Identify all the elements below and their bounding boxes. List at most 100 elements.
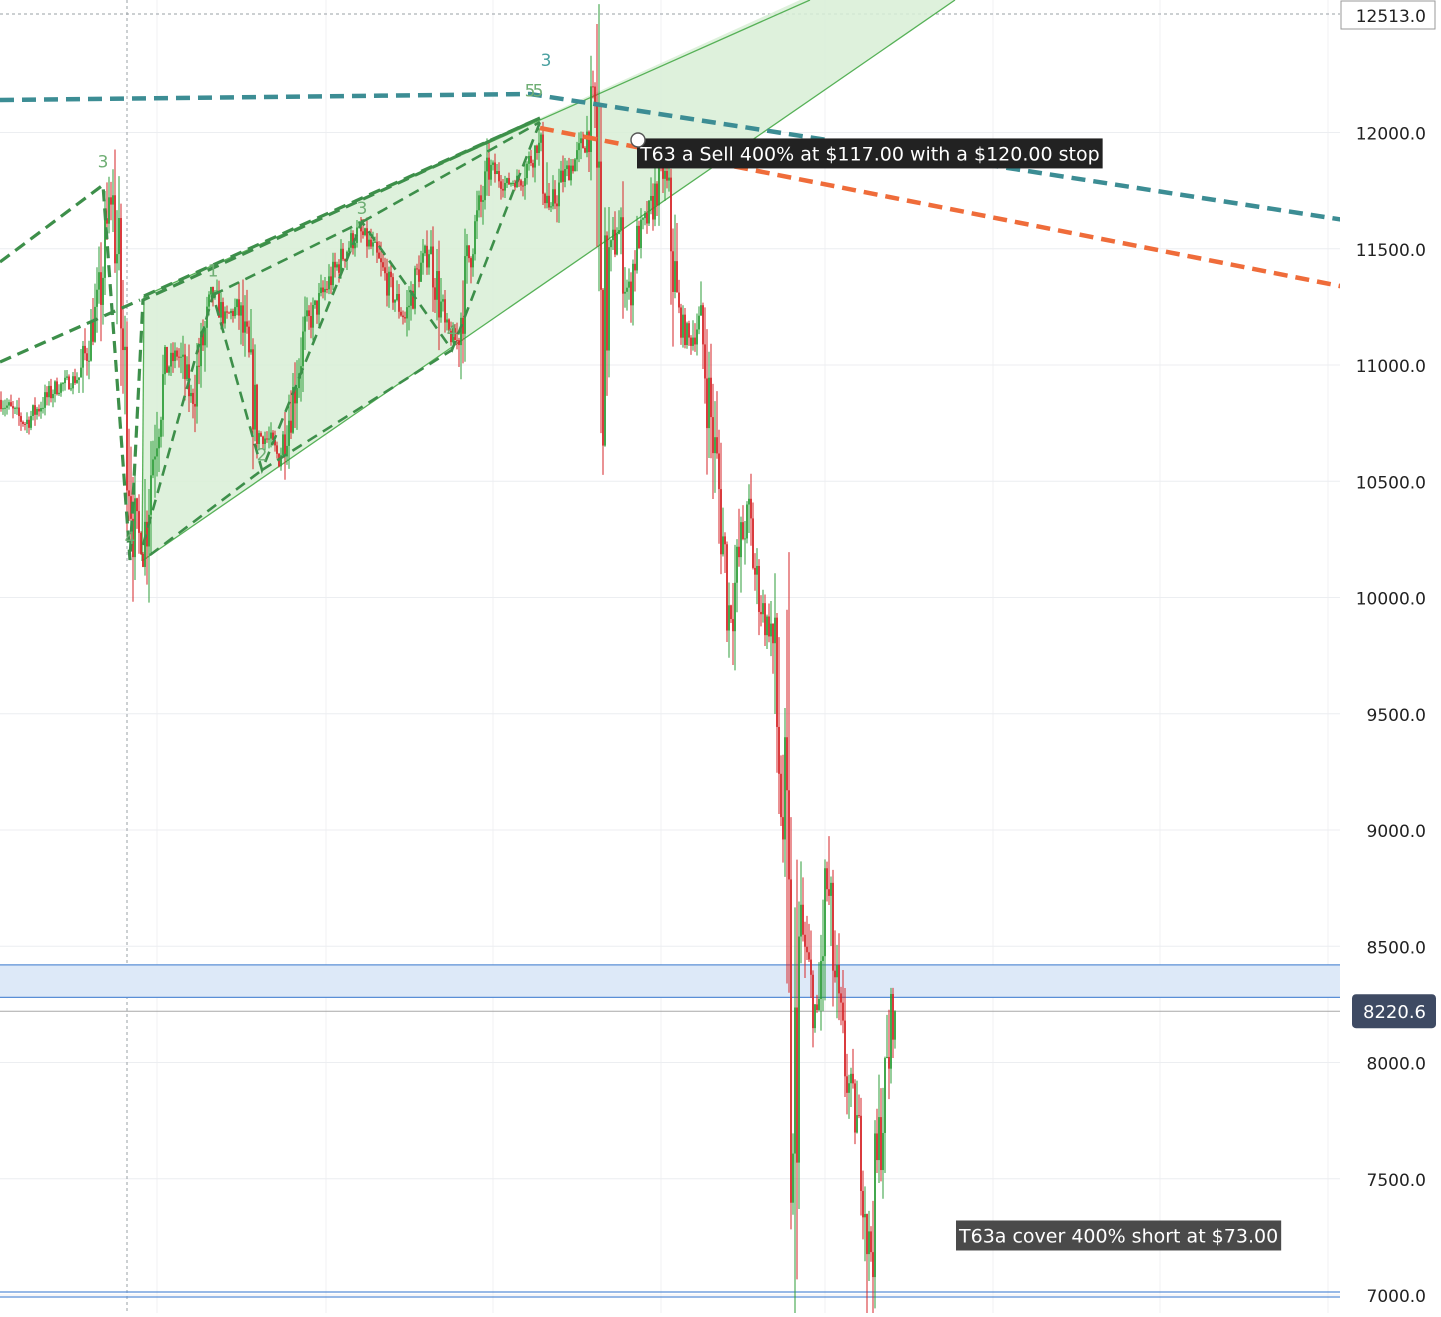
candle-body-bull — [336, 264, 338, 268]
candle-body-bull — [648, 200, 650, 224]
candle-body-bull — [446, 319, 448, 323]
candle-body-bull — [410, 290, 412, 306]
candle-body-bull — [698, 315, 700, 330]
candle-body-bear — [670, 177, 672, 252]
price-axis-bg[interactable] — [1340, 0, 1441, 1313]
annotation-anchor-handle[interactable] — [630, 132, 646, 148]
candle-body-bull — [414, 268, 416, 309]
candle-body-bull — [474, 221, 476, 255]
price-zone — [0, 964, 1441, 998]
candle-body-bear — [384, 267, 386, 274]
candle-body-bear — [680, 307, 682, 338]
top-price-text: 12513.0 — [1356, 7, 1426, 27]
candle-body-bear — [816, 1004, 818, 1010]
candle-body-bull — [644, 213, 646, 219]
candle-body-bear — [92, 321, 94, 342]
wave-label: 5 — [533, 81, 544, 101]
candle-body-bull — [8, 402, 10, 406]
candle-body-bull — [482, 200, 484, 202]
candle-body-bear — [706, 378, 708, 429]
candle-body-bear — [274, 440, 276, 446]
candle-body-bear — [788, 790, 790, 880]
candle-body-bull — [628, 281, 630, 288]
candle-body-bear — [110, 197, 112, 205]
candle-body-bear — [806, 946, 808, 953]
candle-body-bull — [208, 294, 210, 307]
candle-body-bull — [848, 1083, 850, 1093]
candle-body-bear — [614, 229, 616, 255]
candle-body-bear — [130, 496, 132, 519]
candle-body-bull — [88, 360, 90, 362]
candle-body-bull — [598, 161, 600, 168]
candle-body-bull — [270, 432, 272, 439]
candle-body-bull — [756, 565, 758, 575]
candle-body-bull — [350, 233, 352, 248]
candle-body-bear — [470, 258, 472, 268]
candle-body-bear — [536, 145, 538, 153]
candle-body-bull — [570, 165, 572, 181]
candle-body-bear — [854, 1083, 856, 1133]
candle-body-bear — [74, 376, 76, 383]
candle-body-bear — [572, 165, 574, 172]
candle-body-bear — [140, 532, 142, 554]
candle-body-bull — [658, 159, 660, 206]
candle-body-bull — [180, 356, 182, 358]
candle-body-bear — [702, 305, 704, 345]
current-price-badge-bg — [1352, 994, 1436, 1029]
candle-body-bear — [508, 178, 510, 185]
candle-body-bear — [338, 264, 340, 273]
candle-body-bull — [98, 272, 100, 290]
wave-channel-lower — [261, 348, 453, 472]
candle-body-bull — [830, 882, 832, 896]
candle-body-bear — [646, 213, 648, 224]
candle-body-bull — [40, 408, 42, 412]
candle-body-bull — [2, 408, 4, 410]
candle-body-bear — [266, 438, 268, 440]
price-axis[interactable]: 7000.0 7500.0 8000.0 8500.0 9000.0 9500.0 1000… — [1340, 0, 1441, 1313]
candle-body-bear — [362, 231, 364, 235]
candle-body-bear — [870, 1231, 872, 1253]
candle-body-bear — [522, 185, 524, 187]
candle-body-bull — [52, 393, 54, 399]
candle-body-bull — [62, 383, 64, 385]
candle-body-bear — [634, 263, 636, 271]
trade-note-cover-text: T63a cover 400% short at $73.00 — [958, 1225, 1278, 1247]
candle-body-bear — [284, 434, 286, 457]
candle-body-bear — [20, 416, 22, 422]
wave-trendline-lower — [0, 298, 141, 364]
candle-body-bear — [256, 384, 258, 444]
candle-body-bull — [886, 1056, 888, 1059]
candle-body-bear — [84, 345, 86, 354]
candle-body-bear — [588, 131, 590, 153]
candle-body-bull — [124, 346, 126, 351]
candle-body-bull — [420, 262, 422, 282]
candle-body-bear — [838, 965, 840, 994]
candle-body-bull — [874, 1133, 876, 1278]
candle-body-bull — [406, 307, 408, 319]
candle-body-bull — [714, 437, 716, 454]
candle-body-bear — [444, 299, 446, 323]
wave-label: 4 — [447, 322, 458, 342]
candle-body-bull — [368, 239, 370, 247]
price-tick-label: 9000.0 — [1367, 822, 1426, 842]
candle-body-bull — [216, 290, 218, 292]
candle-body-bear — [666, 170, 668, 181]
candle-body-bull — [204, 327, 206, 346]
candle-body-bear — [242, 305, 244, 333]
wave-label: 3 — [357, 199, 368, 219]
candle-body-bear — [768, 616, 770, 637]
candle-body-bear — [146, 521, 148, 547]
candle-body-bull — [612, 229, 614, 241]
candle-body-bull — [534, 145, 536, 168]
price-tick-label: 7500.0 — [1367, 1171, 1426, 1191]
candle-body-bear — [888, 1056, 890, 1069]
candle-body-bull — [818, 998, 820, 1010]
candle-body-bull — [674, 261, 676, 292]
candle-body-bear — [22, 421, 24, 424]
candle-body-bear — [480, 195, 482, 202]
candle-body-bear — [412, 290, 414, 309]
candle-body-bull — [466, 245, 468, 257]
candle-body-bear — [458, 340, 460, 346]
candle-body-bear — [796, 1007, 798, 1163]
